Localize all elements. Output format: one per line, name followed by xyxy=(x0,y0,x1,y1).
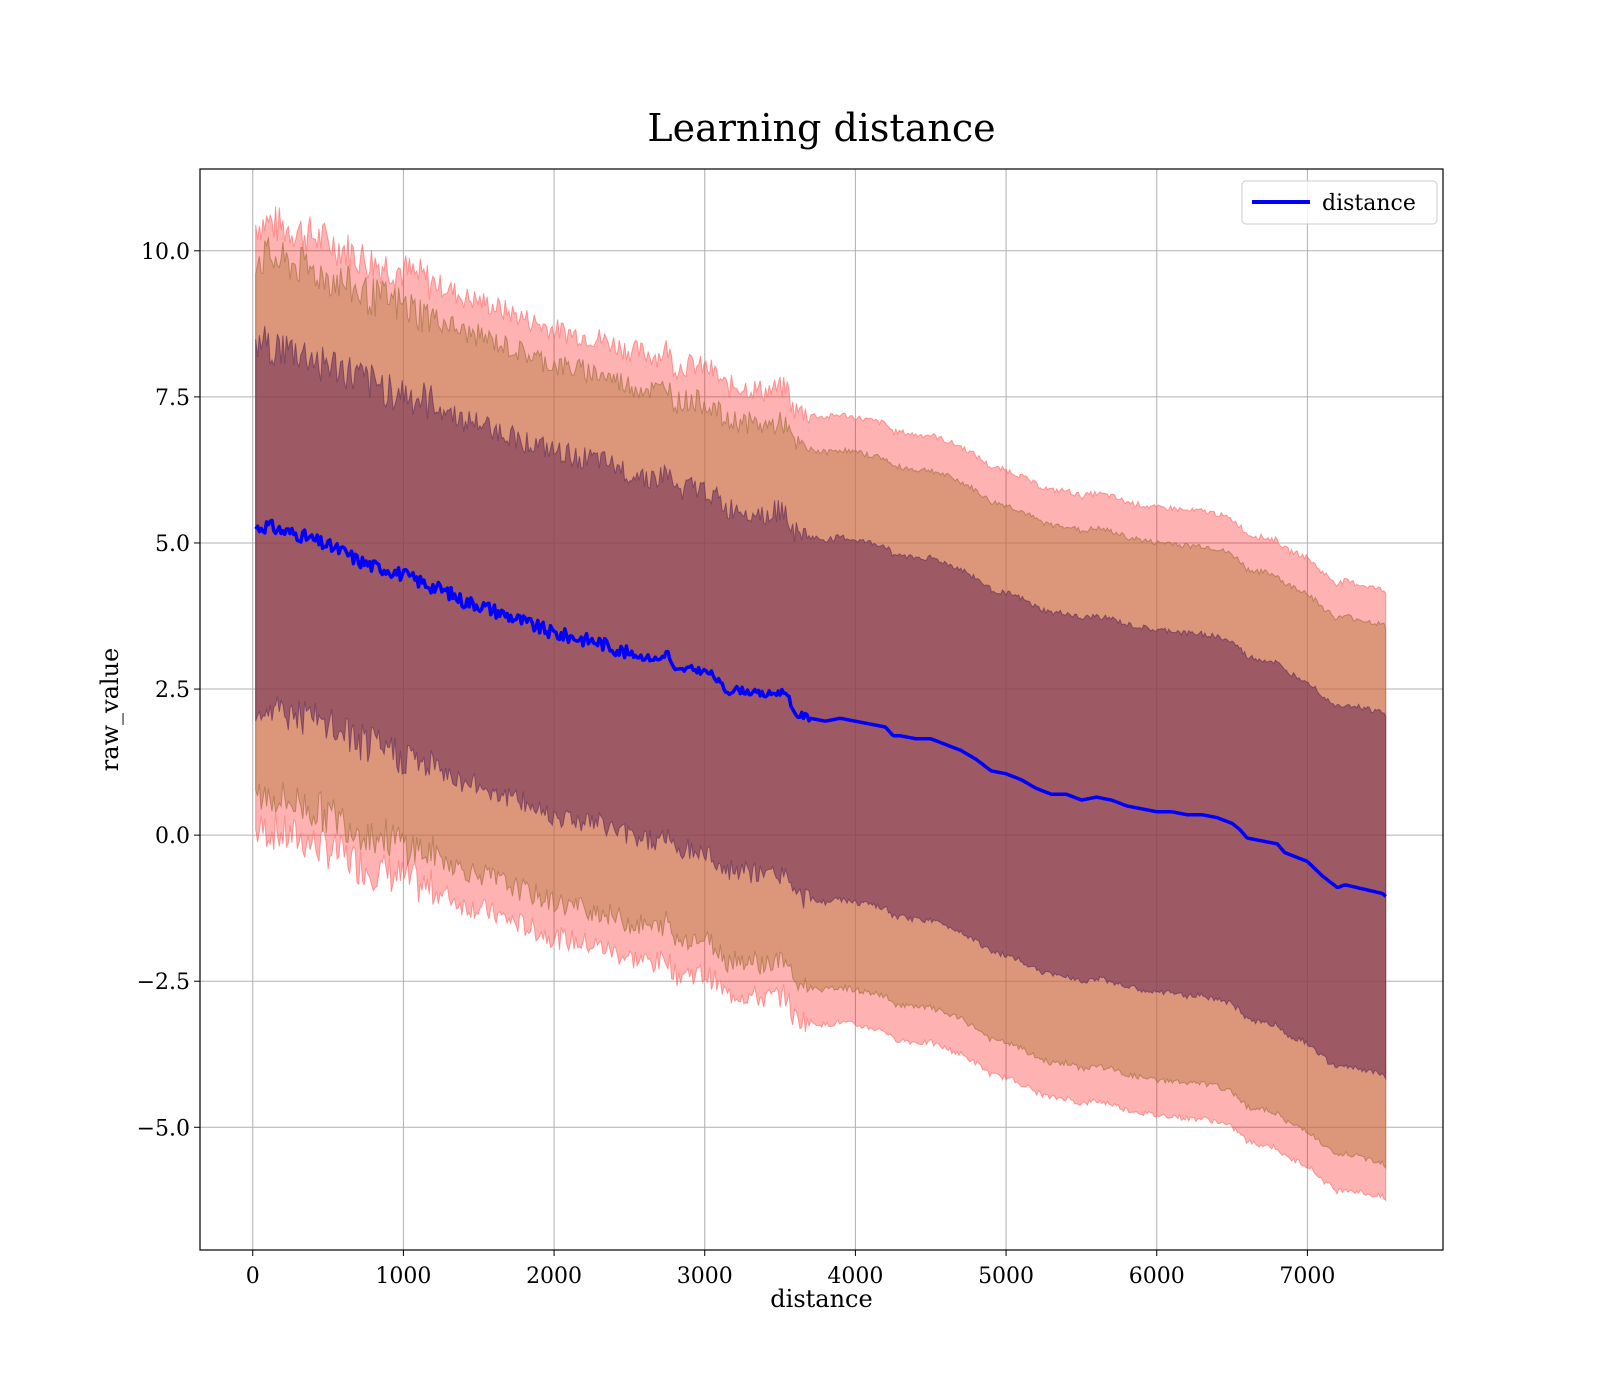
x-tick-label: 7000 xyxy=(1279,1264,1335,1289)
series-line-distance xyxy=(254,518,1387,898)
legend: distance xyxy=(1241,180,1438,225)
y-tick-label: −2.5 xyxy=(137,970,190,995)
x-tick-label: 2000 xyxy=(526,1264,582,1289)
y-tick-label: −5.0 xyxy=(137,1116,190,1141)
x-tick-label: 6000 xyxy=(1129,1264,1185,1289)
y-axis-label: raw_value xyxy=(96,648,124,772)
series-lines xyxy=(254,518,1387,898)
y-tick-label: 2.5 xyxy=(155,678,190,703)
axis-ticks: 0 1000 2000 3000 4000 5000 6000 7000 −5.0 −2.5 0.0… xyxy=(137,240,1336,1289)
y-tick-label: 5.0 xyxy=(155,532,190,557)
std-band-1sigma xyxy=(255,325,1387,1081)
y-tick-label: 0.0 xyxy=(155,824,190,849)
x-tick-label: 4000 xyxy=(827,1264,883,1289)
x-tick-label: 5000 xyxy=(978,1264,1034,1289)
x-tick-label: 0 xyxy=(246,1264,260,1289)
std-bands xyxy=(255,206,1387,1202)
legend-label-distance: distance xyxy=(1322,191,1416,216)
x-tick-label: 1000 xyxy=(375,1264,431,1289)
y-tick-label: 10.0 xyxy=(141,240,190,265)
plot-frame xyxy=(199,168,1444,1251)
x-tick-label: 3000 xyxy=(677,1264,733,1289)
legend-box xyxy=(1241,180,1438,225)
y-tick-label: 7.5 xyxy=(155,386,190,411)
chart-title: Learning distance xyxy=(647,106,995,150)
x-axis-label: distance xyxy=(770,1285,872,1313)
